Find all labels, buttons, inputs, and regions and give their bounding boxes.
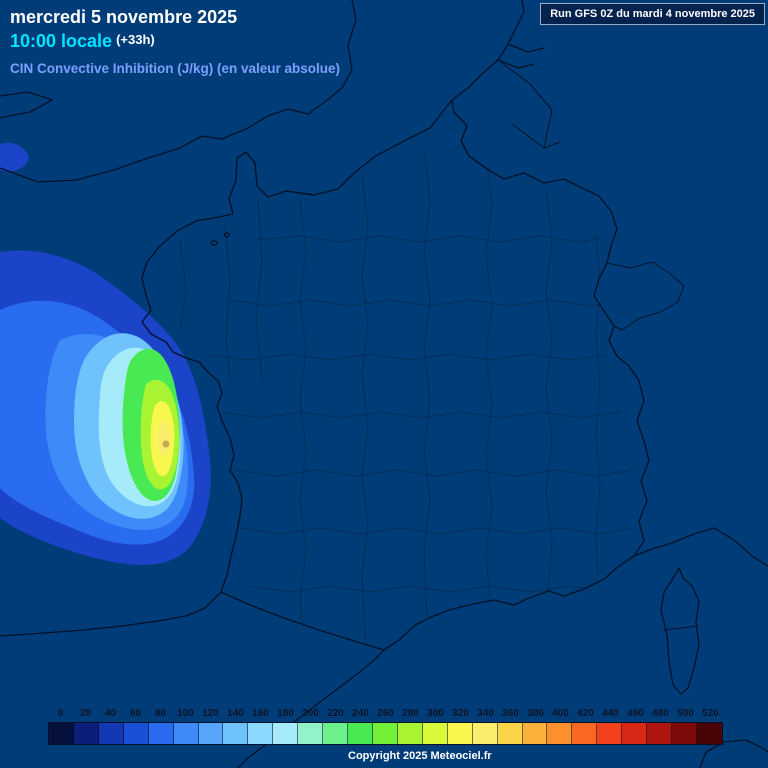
- scale-tick-label: 360: [502, 708, 519, 719]
- scale-tick-label: 300: [427, 708, 444, 719]
- scale-tick-label: 480: [652, 708, 669, 719]
- switzerland-border: [606, 261, 685, 331]
- corsica-outline: [660, 567, 700, 695]
- channel-islands: [210, 240, 218, 246]
- scale-color-cell: [547, 723, 573, 744]
- date-title: mercredi 5 novembre 2025: [10, 7, 238, 27]
- scale-color-cell: [372, 723, 398, 744]
- scale-color-cell: [696, 723, 722, 744]
- scale-color-cell: [597, 723, 623, 744]
- scale-labels: 0 20 40 60 80 100 120 140 160 180 200 220 240 260 280 3…: [48, 706, 723, 722]
- scale-tick-label: 320: [452, 708, 469, 719]
- scale-color-cell: [422, 723, 448, 744]
- scale-color-cell: [223, 723, 249, 744]
- cin-core-maximum: [157, 421, 171, 455]
- scale-tick-label: 440: [602, 708, 619, 719]
- scale-tick-label: 160: [252, 708, 269, 719]
- england-coast: [0, 0, 357, 183]
- scale-tick-label: 120: [202, 708, 219, 719]
- scale-tick-label: 0: [57, 708, 64, 719]
- scale-tick-label: 280: [402, 708, 419, 719]
- map-header: mercredi 5 novembre 2025 10:00 locale (+3…: [10, 6, 340, 76]
- forecast-offset-label: (+33h): [116, 32, 155, 47]
- scale-color-cell: [123, 723, 149, 744]
- scale-tick-label: 180: [277, 708, 294, 719]
- scale-tick-label: 100: [177, 708, 194, 719]
- scale-tick-label: 500: [677, 708, 694, 719]
- scale-color-cell: [49, 723, 74, 744]
- color-scale-bar: 0 20 40 60 80 100 120 140 160 180 200 220 240 260 280 3…: [48, 706, 723, 745]
- copyright-label: Copyright 2025 Meteociel.fr: [348, 750, 492, 762]
- scale-color-cell: [348, 723, 373, 744]
- benelux-coast: [451, 0, 525, 101]
- sardinia-coast: [699, 739, 768, 768]
- model-run-info-box: Run GFS 0Z du mardi 4 novembre 2025: [540, 3, 765, 25]
- scale-tick-label: 140: [227, 708, 244, 719]
- scale-color-cell: [647, 723, 673, 744]
- cin-field-blob: [0, 142, 211, 565]
- scale-color-cell: [622, 723, 648, 744]
- scale-color-cell: [447, 723, 473, 744]
- local-time-label: 10:00 locale: [10, 31, 113, 51]
- scale-swatches: [48, 722, 723, 745]
- scale-color-cell: [248, 723, 274, 744]
- france-outline: [141, 99, 650, 651]
- scale-tick-label: 340: [477, 708, 494, 719]
- scale-tick-label: 520: [702, 708, 719, 719]
- cin-patch-northwest: [0, 142, 29, 172]
- scale-color-cell: [173, 723, 199, 744]
- italy-coast: [633, 527, 768, 567]
- parameter-title: CIN Convective Inhibition (J/kg) (en val…: [10, 61, 341, 76]
- scale-tick-label: 400: [552, 708, 569, 719]
- scale-color-cell: [273, 723, 299, 744]
- time-title: 10:00 locale (+33h): [10, 28, 340, 53]
- scale-tick-label: 260: [377, 708, 394, 719]
- scale-tick-label: 200: [302, 708, 319, 719]
- scale-color-cell: [497, 723, 523, 744]
- scale-color-cell: [522, 723, 548, 744]
- scale-color-cell: [198, 723, 224, 744]
- scale-color-cell: [73, 723, 99, 744]
- scale-color-cell: [298, 723, 324, 744]
- scale-tick-label: 20: [79, 708, 92, 719]
- scale-tick-label: 40: [104, 708, 117, 719]
- scale-tick-label: 240: [352, 708, 369, 719]
- scale-color-cell: [397, 723, 423, 744]
- scale-tick-label: 60: [129, 708, 142, 719]
- scale-tick-label: 80: [154, 708, 167, 719]
- scale-color-cell: [148, 723, 174, 744]
- scale-tick-label: 420: [577, 708, 594, 719]
- scale-color-cell: [472, 723, 498, 744]
- scale-color-cell: [672, 723, 697, 744]
- scale-tick-label: 460: [627, 708, 644, 719]
- scale-color-cell: [323, 723, 349, 744]
- scale-color-cell: [98, 723, 124, 744]
- scale-tick-label: 380: [527, 708, 544, 719]
- scale-color-cell: [572, 723, 598, 744]
- scale-tick-label: 220: [327, 708, 344, 719]
- spain-coast: [0, 591, 222, 637]
